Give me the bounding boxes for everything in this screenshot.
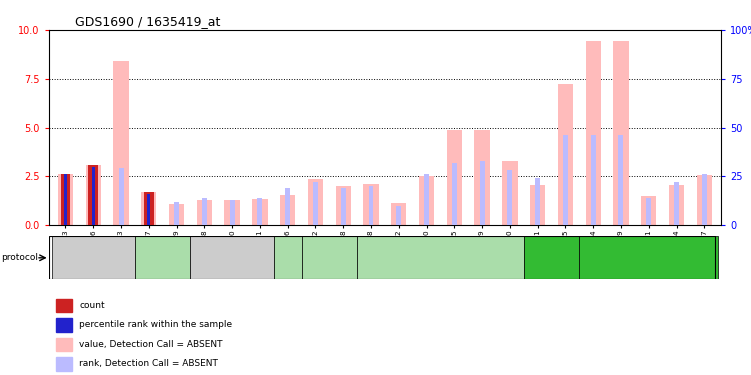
Bar [202, 198, 207, 225]
Bar [285, 188, 290, 225]
Bar [641, 196, 656, 225]
Bar [502, 160, 517, 225]
Bar [91, 166, 96, 225]
Bar [558, 84, 573, 225]
Text: count: count [80, 301, 105, 310]
Bar [56, 298, 73, 312]
Bar [52, 236, 135, 279]
Bar [363, 184, 379, 225]
Text: protocol: protocol [2, 254, 38, 262]
Bar [447, 130, 462, 225]
Bar [697, 175, 712, 225]
Bar [397, 206, 401, 225]
Bar [475, 130, 490, 225]
Text: Nfull, Delta lacking
intracellular domain: Nfull, Delta lacking intracellular domai… [402, 248, 479, 267]
Bar [191, 236, 274, 279]
Bar [313, 182, 318, 225]
Bar [280, 195, 295, 225]
Bar [523, 236, 579, 279]
Text: Nfull: Nfull [154, 254, 172, 262]
Bar [341, 188, 345, 225]
Bar [141, 192, 156, 225]
Bar [452, 163, 457, 225]
Bar [424, 174, 429, 225]
Bar [119, 168, 123, 225]
Bar [647, 198, 651, 225]
Bar [174, 202, 179, 225]
Text: Nfull,
Delta: Nfull, Delta [277, 248, 298, 267]
Bar [586, 41, 601, 225]
Bar [619, 135, 623, 225]
Bar [169, 204, 184, 225]
Bar [614, 41, 629, 225]
Bar [591, 135, 596, 225]
Bar [56, 357, 73, 370]
Bar [56, 318, 73, 332]
Bar [197, 200, 212, 225]
Bar [579, 236, 718, 279]
Text: percentile rank within the sample: percentile rank within the sample [80, 320, 232, 329]
Bar [357, 236, 523, 279]
Bar [419, 176, 434, 225]
Text: control: control [80, 254, 107, 262]
Bar [61, 174, 71, 225]
Text: NDCterm: NDCterm [534, 254, 569, 262]
Bar [535, 178, 540, 225]
Bar [302, 236, 357, 279]
Bar [701, 174, 707, 225]
Bar [508, 170, 512, 225]
Bar [56, 338, 73, 351]
Text: Delta: Delta [222, 254, 243, 262]
Bar [369, 186, 373, 225]
Bar [480, 160, 484, 225]
Bar [225, 200, 240, 225]
Bar [336, 186, 351, 225]
Bar [274, 236, 302, 279]
Text: Delta lacking
intracellular
domain: Delta lacking intracellular domain [304, 243, 354, 273]
Bar [391, 202, 406, 225]
Text: GDS1690 / 1635419_at: GDS1690 / 1635419_at [75, 15, 221, 28]
Bar [92, 166, 95, 225]
Bar [86, 165, 101, 225]
Bar [58, 174, 73, 225]
Text: NDCterm, Delta: NDCterm, Delta [619, 254, 679, 262]
Bar [135, 236, 191, 279]
Bar [147, 194, 150, 225]
Text: value, Detection Call = ABSENT: value, Detection Call = ABSENT [80, 340, 223, 349]
Bar [63, 174, 68, 225]
Bar [64, 174, 67, 225]
Bar [308, 179, 323, 225]
Bar [144, 192, 154, 225]
Bar [530, 185, 545, 225]
Text: rank, Detection Call = ABSENT: rank, Detection Call = ABSENT [80, 359, 218, 368]
Bar [252, 199, 267, 225]
Bar [674, 182, 679, 225]
Bar [669, 185, 684, 225]
Bar [113, 61, 128, 225]
Bar [89, 165, 98, 225]
Bar [146, 194, 151, 225]
Bar [563, 135, 568, 225]
Bar [230, 200, 234, 225]
Bar [258, 198, 262, 225]
